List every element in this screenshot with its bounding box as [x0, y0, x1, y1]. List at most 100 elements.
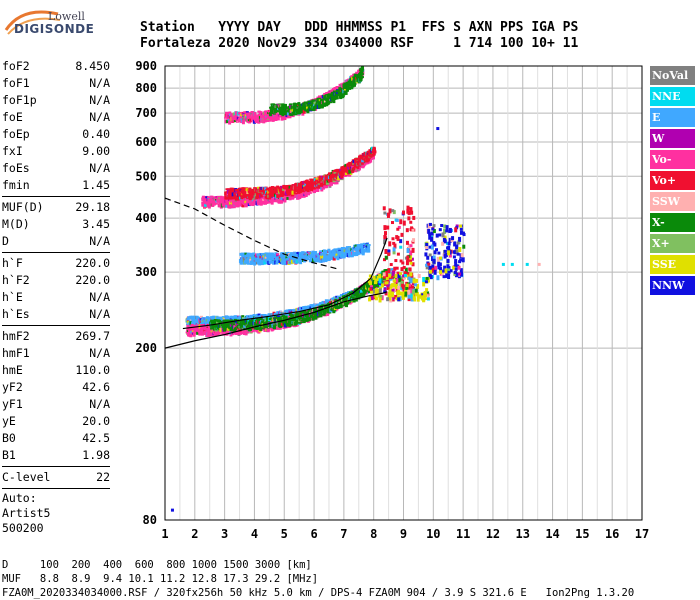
echo-point	[288, 310, 292, 314]
echo-point	[241, 327, 245, 331]
echo-point	[314, 253, 318, 257]
x-tick-label: 5	[281, 527, 288, 541]
param-value: N/A	[89, 93, 110, 107]
echo-point	[203, 327, 207, 331]
echo-point	[347, 291, 351, 295]
y-tick-label: 300	[135, 265, 157, 279]
param-name: D	[2, 234, 9, 248]
echo-point	[294, 254, 298, 259]
echo-point	[255, 323, 259, 326]
digisonde-logo: Lowell DIGISONDE	[0, 0, 140, 56]
echo-point	[207, 329, 211, 332]
param-row: B0 42.5	[2, 430, 110, 447]
param-name: foEp	[2, 127, 30, 141]
x-tick-label: 8	[370, 527, 377, 541]
param-value: N/A	[89, 290, 110, 304]
logo-lowell-text: Lowell	[48, 10, 85, 23]
echo-point	[350, 254, 354, 258]
echo-point	[254, 257, 258, 261]
param-value: 9.00	[82, 144, 110, 158]
param-value: N/A	[89, 234, 110, 248]
echo-point	[203, 331, 207, 336]
echo-point	[216, 321, 220, 324]
param-name: yF2	[2, 380, 23, 394]
echo-point	[243, 324, 247, 328]
echo-point	[226, 315, 230, 319]
echo-point	[307, 305, 311, 308]
logo-digisonde-text: DIGISONDE	[14, 22, 95, 36]
echo-point	[189, 319, 193, 323]
echo-point	[200, 331, 204, 335]
echo-point	[263, 254, 267, 258]
echo-point	[187, 317, 191, 321]
echo-point	[242, 316, 246, 319]
echo-point	[199, 320, 203, 325]
param-row: foEp 0.40	[2, 126, 110, 143]
param-name: h`F2	[2, 273, 30, 287]
echo-point	[272, 325, 276, 330]
echo-point	[271, 252, 275, 256]
x-tick-label: 2	[191, 527, 198, 541]
echo-point	[200, 319, 204, 322]
x-tick-label: 14	[545, 527, 559, 541]
param-row: h`E N/A	[2, 289, 110, 306]
param-row: yF2 42.6	[2, 379, 110, 396]
echo-point	[278, 318, 282, 323]
echo-point	[252, 252, 256, 257]
x-tick-label: 3	[221, 527, 228, 541]
param-separator	[2, 252, 110, 253]
param-value: 22	[96, 470, 110, 484]
param-row: fxI 9.00	[2, 143, 110, 160]
param-value: N/A	[89, 110, 110, 124]
station-header: Station YYYY DAY DDD HHMMSS P1 FFS S AXN…	[140, 20, 578, 52]
echo-point	[269, 254, 273, 257]
echo-point	[358, 252, 362, 255]
param-value: N/A	[89, 346, 110, 360]
echo-point	[206, 327, 210, 330]
echo-point	[192, 332, 196, 337]
echo-point	[261, 320, 265, 325]
echo-point	[325, 300, 329, 304]
param-name: B1	[2, 448, 16, 462]
echo-point	[194, 328, 198, 332]
echo-point	[235, 320, 239, 324]
param-value: 3.45	[82, 217, 110, 231]
param-value: N/A	[89, 307, 110, 321]
param-row: yE 20.0	[2, 413, 110, 430]
x-tick-label: 15	[575, 527, 589, 541]
echo-point	[293, 251, 297, 254]
param-separator	[2, 325, 110, 326]
echo-point	[284, 313, 288, 316]
echo-point	[223, 318, 227, 321]
param-row: MUF(D) 29.18	[2, 199, 110, 216]
echo-point	[257, 326, 261, 330]
echo-point	[276, 312, 280, 315]
echo-point	[255, 313, 259, 316]
echo-point	[282, 315, 286, 318]
echo-point	[235, 316, 239, 319]
param-row: hmF1 N/A	[2, 345, 110, 362]
echo-point	[246, 324, 250, 329]
y-tick-label: 600	[135, 135, 157, 149]
param-name: foF1p	[2, 93, 37, 107]
y-tick-label: 500	[135, 169, 157, 183]
x-tick-label: 7	[340, 527, 347, 541]
param-row: foF2 8.450	[2, 58, 110, 75]
x-tick-label: 13	[516, 527, 530, 541]
echo-point	[239, 252, 243, 256]
echo-point	[391, 268, 395, 271]
echo-point	[257, 259, 261, 262]
echo-point	[195, 319, 199, 324]
param-name: foEs	[2, 161, 30, 175]
echo-point	[237, 319, 241, 323]
echo-point	[232, 321, 236, 324]
echo-point	[188, 327, 192, 330]
echo-point	[327, 248, 331, 252]
echo-point	[243, 325, 247, 330]
echo-point	[194, 331, 198, 334]
param-value: 269.7	[75, 329, 110, 343]
echo-point	[213, 332, 217, 337]
echo-point	[224, 319, 228, 323]
echo-point	[324, 252, 328, 255]
